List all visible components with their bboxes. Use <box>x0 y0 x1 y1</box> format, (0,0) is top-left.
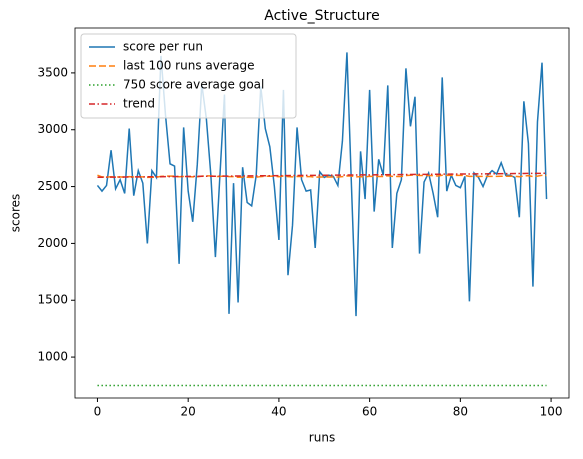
y-axis-label: scores <box>9 194 23 233</box>
chart-title: Active_Structure <box>264 8 379 24</box>
y-tick-label: 3000 <box>37 122 68 136</box>
y-tick-label: 2000 <box>37 236 68 250</box>
plot-frame <box>74 27 570 399</box>
y-tick-label: 2500 <box>37 179 68 193</box>
x-tick-label: 80 <box>453 405 468 419</box>
legend-label: 750 score average goal <box>123 78 264 92</box>
x-axis-label: runs <box>309 431 335 445</box>
y-tick-label: 3500 <box>37 65 68 79</box>
legend-label: score per run <box>123 40 203 54</box>
x-tick-label: 100 <box>540 405 563 419</box>
x-tick-label: 0 <box>94 405 102 419</box>
series-line <box>96 52 548 317</box>
x-tick-label: 40 <box>271 405 286 419</box>
legend-label: trend <box>123 97 155 111</box>
legend-label: last 100 runs average <box>123 59 255 73</box>
x-tick-label: 60 <box>362 405 377 419</box>
y-tick-label: 1500 <box>37 293 68 307</box>
series-line <box>97 174 547 179</box>
x-tick-label: 20 <box>181 405 196 419</box>
legend-box <box>80 33 297 119</box>
y-tick-label: 1000 <box>37 350 68 364</box>
